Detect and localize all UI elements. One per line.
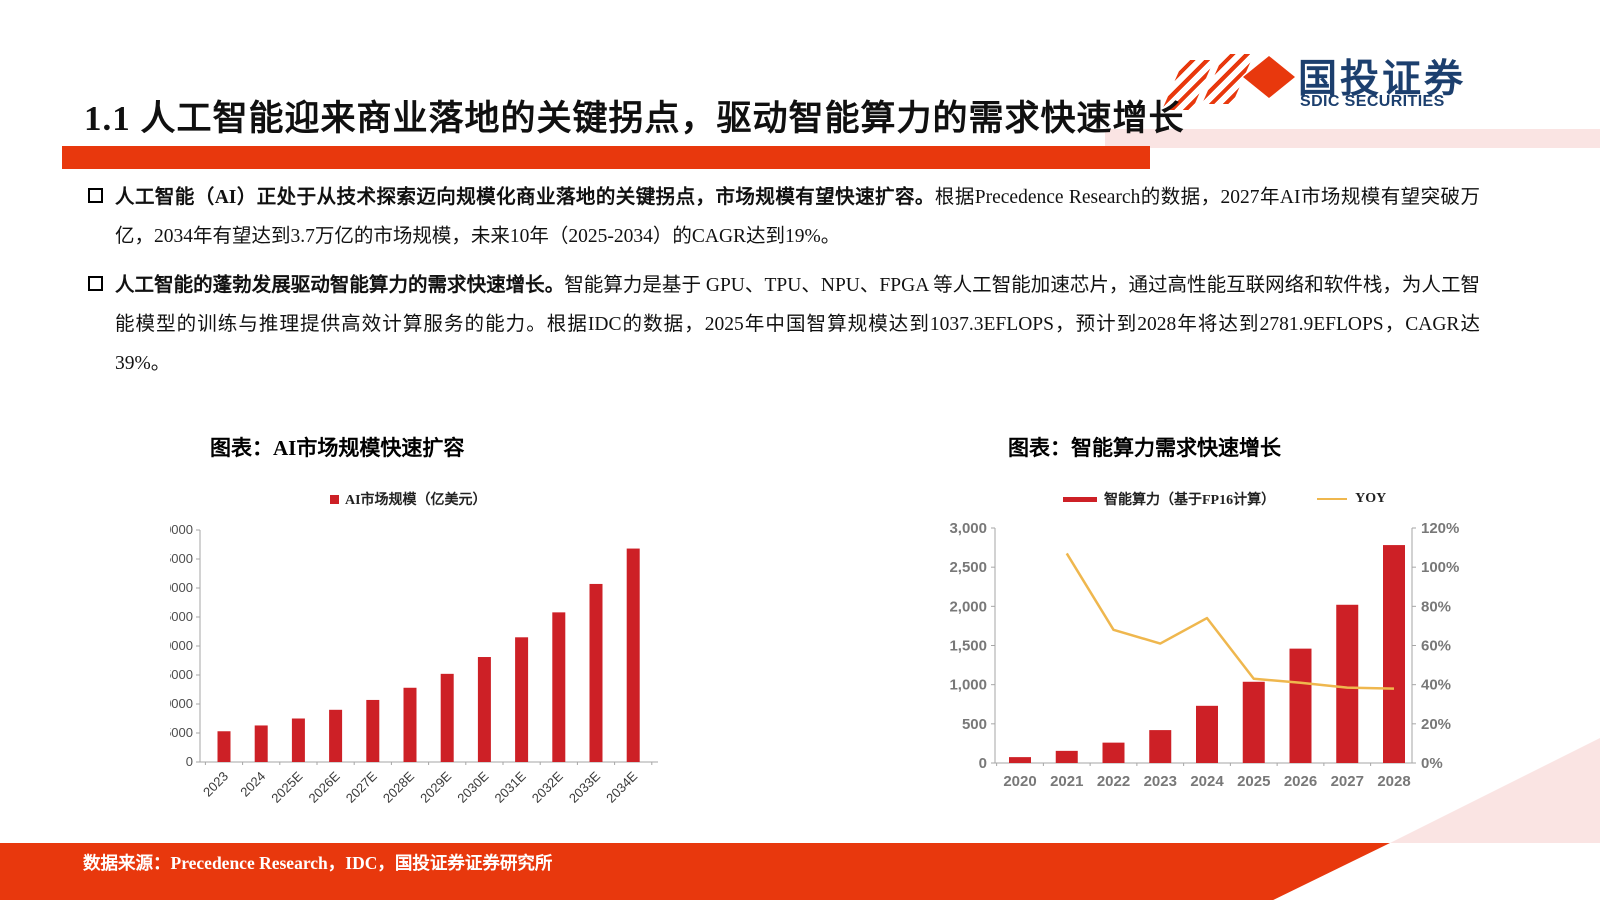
yoy-line (1065, 552, 1395, 690)
svg-text:500: 500 (962, 716, 987, 733)
ai-market-chart-legend: AI市场规模（亿美元） (330, 489, 487, 509)
svg-text:2031E: 2031E (492, 768, 529, 805)
page-title: 1.1 人工智能迎来商业落地的关键拐点，驱动智能算力的需求快速增长 (84, 99, 1185, 138)
body-text: 人工智能（AI）正处于从技术探索迈向规模化商业落地的关键拐点，市场规模有望快速扩… (88, 178, 1480, 393)
bullet-square-icon (88, 276, 103, 291)
bar-2023 (217, 731, 231, 762)
svg-text:2021: 2021 (1050, 773, 1083, 790)
data-source: 数据来源：Precedence Research，IDC，国投证券证券研究所 (83, 853, 553, 873)
bar-2025E (291, 718, 305, 762)
title-pink-strip (1105, 129, 1600, 148)
svg-text:2029E: 2029E (417, 768, 454, 805)
svg-text:35000: 35000 (170, 551, 193, 566)
svg-text:2026E: 2026E (306, 768, 343, 805)
compute-demand-chart-title: 图表：智能算力需求快速增长 (1008, 436, 1281, 460)
svg-text:0: 0 (979, 755, 987, 772)
svg-text:2,500: 2,500 (949, 559, 987, 576)
ai-market-chart-title: 图表：AI市场规模快速扩容 (210, 436, 465, 460)
bullet-2-lead: 人工智能的蓬勃发展驱动智能算力的需求快速增长。 (115, 275, 565, 296)
bullet-square-icon (88, 188, 103, 203)
svg-text:2024: 2024 (1190, 773, 1224, 790)
svg-text:5000: 5000 (170, 725, 193, 740)
svg-text:2022: 2022 (1097, 773, 1130, 790)
bullet-1-lead: 人工智能（AI）正处于从技术探索迈向规模化商业落地的关键拐点，市场规模有望快速扩… (115, 187, 935, 208)
bar-2021 (1055, 750, 1078, 763)
bar-2028E (403, 687, 417, 762)
bar-2022 (1102, 742, 1125, 763)
svg-text:2033E: 2033E (566, 768, 603, 805)
svg-text:1,500: 1,500 (949, 638, 987, 655)
svg-text:2023: 2023 (200, 769, 231, 800)
svg-text:2028E: 2028E (380, 768, 417, 805)
ai-market-bar-chart: 0 5000 10000 15000 20000 25000 30000 35000 40000… (170, 522, 658, 806)
svg-text:2,000: 2,000 (949, 598, 987, 615)
svg-text:3,000: 3,000 (949, 520, 987, 537)
svg-text:2030E: 2030E (454, 768, 491, 805)
bar-2028 (1383, 545, 1405, 763)
legend-line-icon (1317, 497, 1348, 501)
svg-text:2027: 2027 (1331, 773, 1364, 790)
svg-text:40000: 40000 (170, 522, 193, 537)
logo-diamond-icon (1243, 56, 1295, 98)
logo-company-name-cn: 国投证券 (1298, 58, 1467, 101)
bar-2032E (552, 612, 566, 762)
bullet-item-1: 人工智能（AI）正处于从技术探索迈向规模化商业落地的关键拐点，市场规模有望快速扩… (88, 178, 1480, 256)
company-logo: 国投证券 SDIC SECURITIES (1150, 40, 1570, 130)
svg-text:2027E: 2027E (343, 768, 380, 805)
svg-text:1,000: 1,000 (949, 677, 987, 694)
bar-2029E (440, 673, 454, 762)
legend-square-icon (330, 494, 339, 504)
svg-text:25000: 25000 (170, 609, 193, 624)
logo-company-name-en: SDIC SECURITIES (1300, 93, 1445, 110)
svg-text:2028: 2028 (1377, 773, 1410, 790)
svg-text:100%: 100% (1421, 559, 1459, 576)
legend-label: AI市场规模（亿美元） (345, 493, 487, 508)
bar-2026 (1289, 648, 1312, 763)
svg-text:2023: 2023 (1144, 773, 1177, 790)
bar-2030E (477, 657, 491, 762)
svg-text:10000: 10000 (170, 696, 193, 711)
bar-2033E (589, 583, 603, 762)
legend-label: YOY (1355, 491, 1387, 506)
compute-demand-combo-chart: 0 500 1,000 1,500 2,000 2,500 3,000 0% 20% 40% 60%… (949, 520, 1459, 790)
svg-text:120%: 120% (1421, 520, 1459, 537)
bar-2031E (515, 637, 529, 762)
svg-text:2025: 2025 (1237, 773, 1270, 790)
bar-2024 (1196, 705, 1218, 763)
svg-text:40%: 40% (1421, 677, 1451, 694)
bar-2026E (329, 709, 343, 762)
bullet-item-2: 人工智能的蓬勃发展驱动智能算力的需求快速增长。智能算力是基于 GPU、TPU、N… (88, 266, 1480, 383)
bar-2023 (1149, 730, 1172, 763)
svg-text:20000: 20000 (170, 638, 193, 653)
svg-text:2032E: 2032E (529, 768, 566, 805)
bullet-1-rest: 根据Precedence Research的数据，2027年AI市场规模有望突破… (115, 187, 1481, 247)
svg-text:2034E: 2034E (603, 768, 640, 805)
svg-text:60%: 60% (1421, 638, 1451, 655)
footer-band (0, 843, 1390, 900)
svg-text:2020: 2020 (1003, 773, 1036, 790)
bar-2024 (254, 725, 268, 762)
bar-2034E (626, 548, 640, 762)
svg-text:0: 0 (186, 754, 193, 769)
bar-2027 (1336, 604, 1359, 763)
title-underline-bar (62, 146, 1150, 169)
bullet-2-rest: 智能算力是基于 GPU、TPU、NPU、FPGA 等人工智能加速芯片，通过高性能… (115, 275, 1480, 374)
svg-text:15000: 15000 (170, 667, 193, 682)
svg-text:2025E: 2025E (268, 768, 305, 805)
svg-text:80%: 80% (1421, 598, 1451, 615)
compute-demand-chart-legend: 智能算力（基于FP16计算） YOY (1063, 489, 1386, 509)
svg-text:2026: 2026 (1284, 773, 1317, 790)
svg-text:2024: 2024 (237, 769, 268, 800)
svg-text:20%: 20% (1421, 716, 1451, 733)
svg-text:0%: 0% (1421, 755, 1443, 772)
bar-2027E (366, 699, 380, 762)
svg-text:30000: 30000 (170, 580, 193, 595)
bar-2025 (1242, 681, 1265, 763)
legend-label: 智能算力（基于FP16计算） (1104, 493, 1276, 508)
legend-bar-icon (1063, 496, 1097, 502)
bar-2020 (1009, 757, 1031, 763)
